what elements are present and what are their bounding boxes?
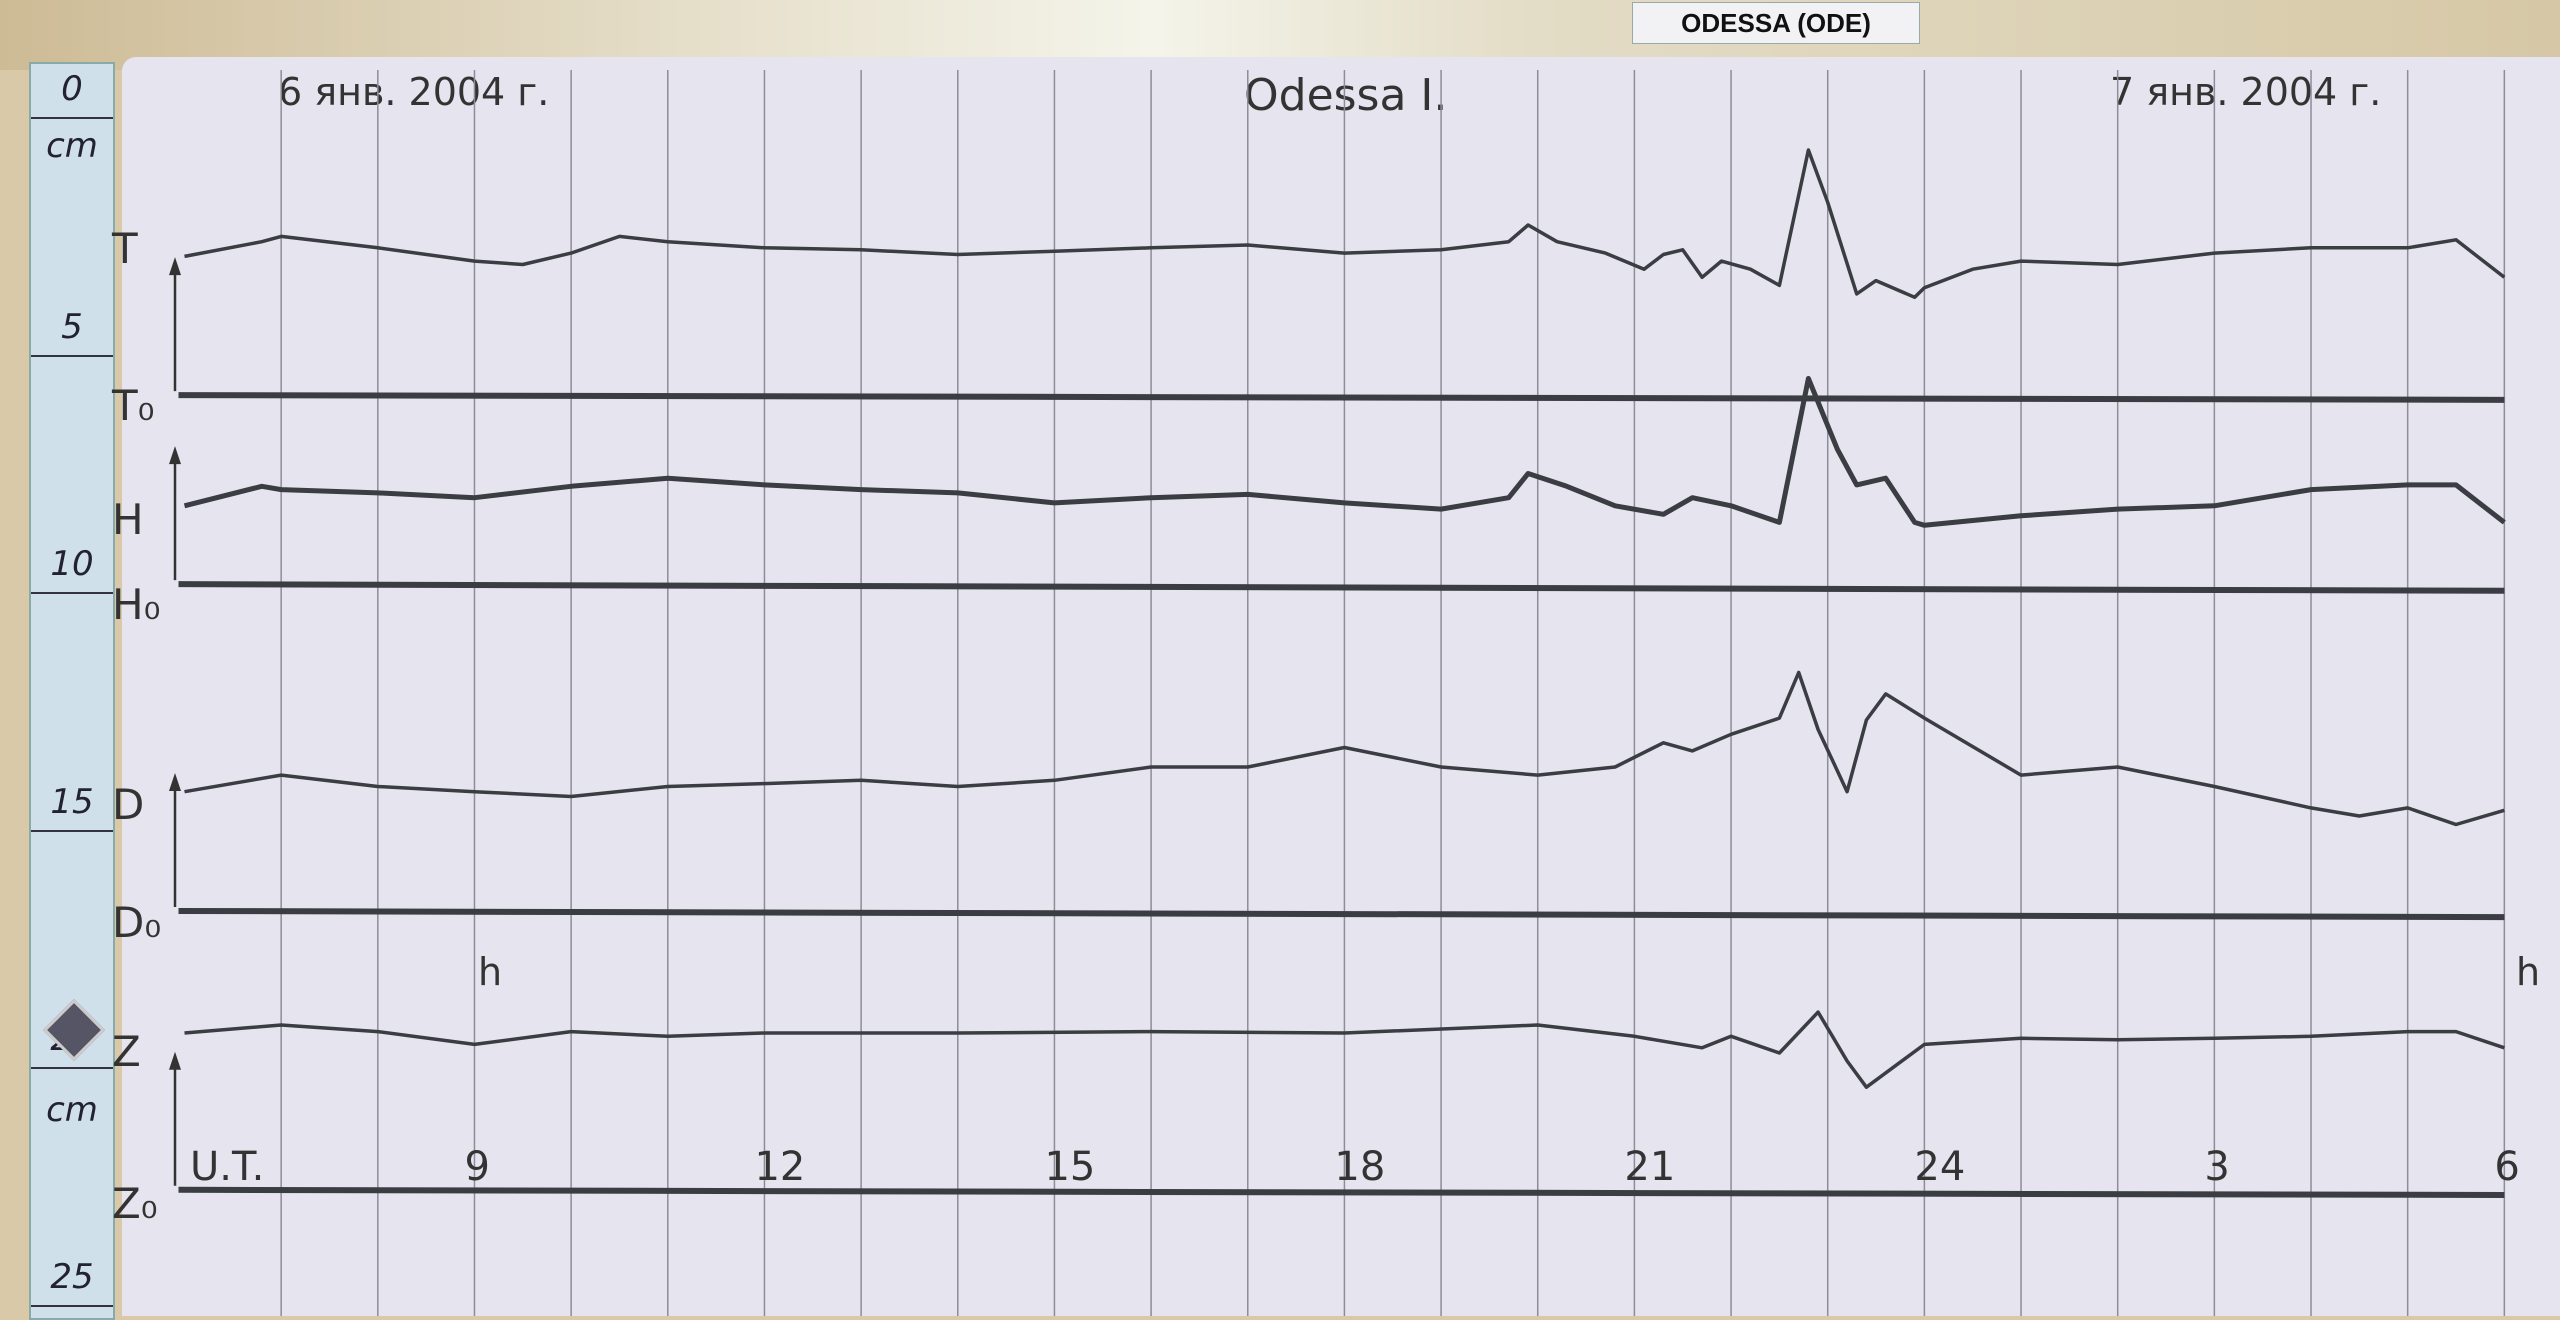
arrow-head-icon bbox=[169, 1051, 181, 1070]
arrow-head-icon bbox=[169, 257, 181, 276]
arrow-head-icon bbox=[169, 446, 181, 465]
hour-mark-right: h bbox=[2516, 950, 2541, 994]
ruler-label: 10 bbox=[50, 544, 94, 584]
channel-label: H bbox=[112, 494, 144, 544]
ruler-label: cm bbox=[46, 1090, 98, 1131]
trace-D bbox=[184, 670, 2505, 827]
ruler-label: 25 bbox=[50, 1256, 94, 1297]
hour-mark-left: h bbox=[478, 950, 503, 994]
ruler-tick bbox=[31, 117, 113, 119]
date-right: 7 янв. 2004 г. bbox=[2110, 70, 2382, 114]
baseline-D0 bbox=[178, 907, 2505, 921]
x-tick-label: 3 bbox=[2204, 1144, 2229, 1190]
ruler-label: 0 bbox=[61, 69, 83, 109]
baseline-H0 bbox=[178, 581, 2505, 594]
ruler-label: 5 bbox=[61, 306, 83, 347]
date-left: 6 янв. 2004 г. bbox=[278, 70, 550, 114]
ruler-tick bbox=[31, 1304, 113, 1307]
x-tick-label: 15 bbox=[1044, 1144, 1095, 1190]
ruler-tick bbox=[31, 592, 113, 594]
chart-title: Odessa I. bbox=[1244, 70, 1448, 121]
ruler-label: cm bbox=[46, 126, 98, 166]
trace-Z bbox=[184, 1010, 2505, 1089]
ruler-label: 15 bbox=[50, 781, 94, 822]
x-tick-label: 12 bbox=[754, 1144, 805, 1190]
channel-label: D bbox=[112, 779, 145, 829]
x-tick-label: 24 bbox=[1914, 1144, 1965, 1190]
x-tick-label: 18 bbox=[1334, 1144, 1385, 1190]
trace-H bbox=[183, 376, 2506, 528]
magnetogram-paper bbox=[122, 57, 2560, 1316]
channel-label: H₀ bbox=[112, 580, 161, 629]
x-tick-label: U.T. bbox=[190, 1144, 264, 1190]
cm-ruler: 0cm5101520cm25 bbox=[29, 62, 115, 1320]
baseline-T0 bbox=[178, 392, 2505, 403]
channel-label: T₀ bbox=[112, 380, 155, 430]
channel-label: T bbox=[112, 223, 138, 273]
x-tick-label: 9 bbox=[464, 1144, 489, 1190]
arrow-head-icon bbox=[169, 772, 181, 791]
ruler-tick bbox=[31, 354, 113, 357]
channel-label: D₀ bbox=[112, 898, 162, 948]
x-tick-label: 6 bbox=[2494, 1144, 2519, 1190]
baseline-Z0 bbox=[178, 1186, 2505, 1198]
ruler-tick bbox=[31, 1067, 113, 1069]
channel-label: Z bbox=[112, 1026, 141, 1076]
station-label: ODESSA (ODE) bbox=[1632, 2, 1920, 44]
x-tick-label: 21 bbox=[1624, 1144, 1675, 1190]
trace-T bbox=[184, 148, 2506, 300]
ruler-tick bbox=[31, 829, 113, 832]
channel-label: Z₀ bbox=[112, 1178, 158, 1228]
